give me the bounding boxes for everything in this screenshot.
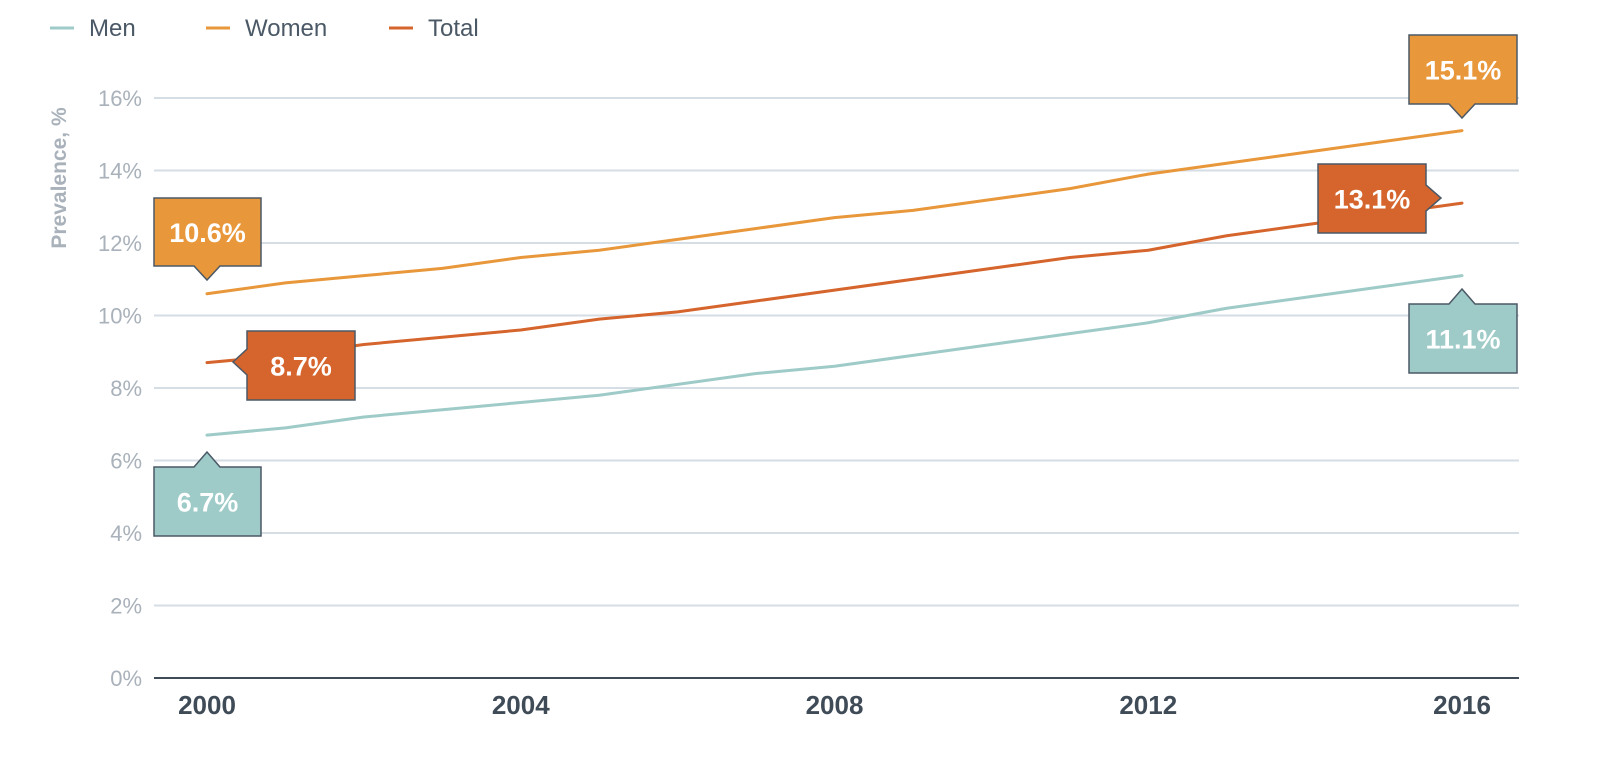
- callout-value: 13.1%: [1334, 185, 1411, 215]
- series-lines: [205, 129, 1464, 437]
- x-tick-label: 2008: [806, 690, 864, 720]
- legend-label: Total: [428, 15, 479, 42]
- legend-label: Women: [245, 15, 327, 42]
- callout-value: 11.1%: [1425, 325, 1500, 355]
- callout-box: [153, 197, 262, 282]
- legend-label: Men: [89, 15, 136, 42]
- callout-box: [231, 330, 356, 401]
- series-line-men: [205, 274, 1464, 437]
- callout-value: 15.1%: [1425, 56, 1502, 86]
- callout-men-2000: 6.7%: [153, 450, 262, 537]
- y-tick-label: 0%: [110, 666, 142, 691]
- grid-lines: [154, 97, 1519, 679]
- callout-box: [1408, 287, 1518, 374]
- x-axis-ticks: 2000 2004 2008 2012 2016: [178, 690, 1491, 720]
- callout-value: 10.6%: [169, 218, 246, 248]
- y-tick-label: 10%: [98, 304, 142, 329]
- y-axis-ticks: 0% 2% 4% 6% 8% 10% 12% 14% 16%: [98, 86, 142, 691]
- callout-value: 8.7%: [270, 352, 332, 382]
- callout-value: 6.7%: [177, 488, 239, 518]
- y-tick-label: 6%: [110, 449, 142, 474]
- x-tick-label: 2000: [178, 690, 236, 720]
- value-callouts: 10.6% 8.7% 6.7% 15.1% 13.1% 11.1%: [153, 34, 1518, 537]
- x-tick-label: 2016: [1433, 690, 1491, 720]
- callout-women-2016: 15.1%: [1408, 34, 1518, 120]
- callout-total-2000: 8.7%: [231, 330, 356, 401]
- series-line-total: [205, 201, 1464, 365]
- y-tick-label: 2%: [110, 594, 142, 619]
- callout-box: [153, 450, 262, 537]
- chart-legend: Men Women Total: [50, 15, 479, 42]
- x-tick-label: 2012: [1119, 690, 1177, 720]
- callout-men-2016: 11.1%: [1408, 287, 1518, 374]
- y-tick-label: 4%: [110, 521, 142, 546]
- callout-box: [1408, 34, 1518, 120]
- y-tick-label: 8%: [110, 376, 142, 401]
- callout-women-2000: 10.6%: [153, 197, 262, 282]
- series-line-women: [205, 129, 1464, 296]
- callout-total-2016: 13.1%: [1317, 163, 1443, 234]
- callout-box: [1317, 163, 1443, 234]
- y-tick-label: 12%: [98, 231, 142, 256]
- y-tick-label: 16%: [98, 86, 142, 111]
- x-tick-label: 2004: [492, 690, 550, 720]
- y-axis-label: Prevalence, %: [48, 107, 71, 249]
- y-tick-label: 14%: [98, 159, 142, 184]
